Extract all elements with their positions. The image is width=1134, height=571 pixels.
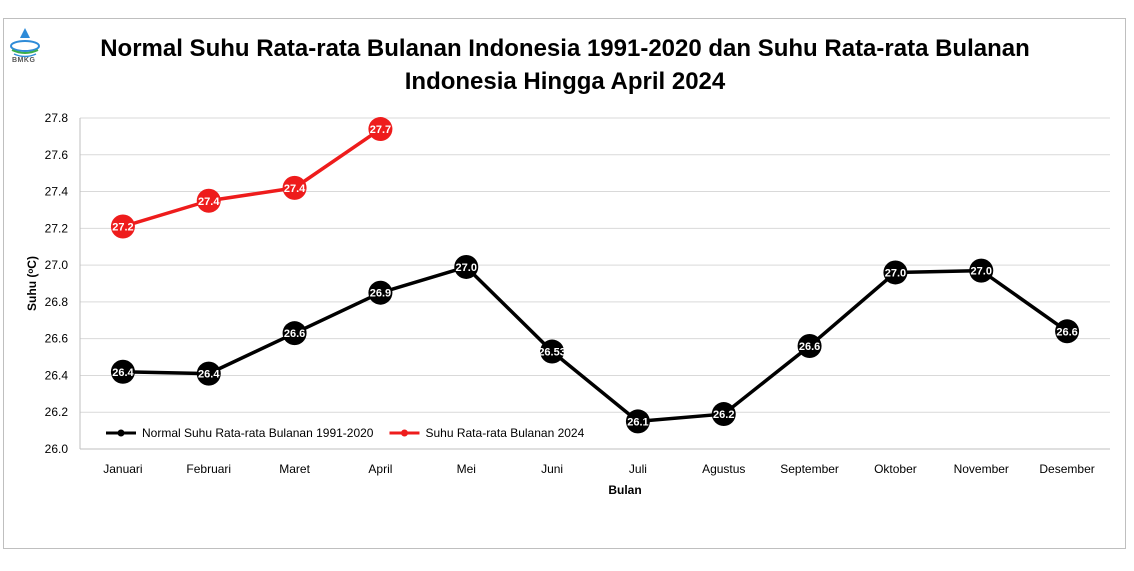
data-point xyxy=(110,214,135,239)
y-tick-label: 26.8 xyxy=(45,295,69,309)
data-label: 27.7 xyxy=(370,124,391,136)
x-tick-label: November xyxy=(954,462,1009,476)
legend-marker-1 xyxy=(400,429,408,437)
x-tick-label: Februari xyxy=(186,462,231,476)
data-label: 26.53 xyxy=(538,347,566,359)
data-point xyxy=(282,175,307,200)
data-label: 26.4 xyxy=(112,367,134,379)
data-point xyxy=(454,254,479,279)
data-point xyxy=(711,402,736,427)
series-line-1 xyxy=(122,127,382,229)
data-label: 27.4 xyxy=(284,183,306,195)
data-point xyxy=(110,359,135,384)
x-tick-label: Agustus xyxy=(702,462,745,476)
data-label: 26.2 xyxy=(713,409,734,421)
x-tick-label: Mei xyxy=(457,462,476,476)
x-tick-label: April xyxy=(368,462,392,476)
legend-marker-0 xyxy=(117,429,125,437)
x-tick-label: Juli xyxy=(629,462,647,476)
data-label: 26.6 xyxy=(799,341,820,353)
y-axis-title: Suhu (ᵒC) xyxy=(25,256,39,311)
data-point xyxy=(797,334,822,359)
chart-title: Normal Suhu Rata-rata Bulanan Indonesia … xyxy=(100,35,1030,95)
y-tick-label: 27.0 xyxy=(45,258,69,272)
data-label: 27.0 xyxy=(885,267,906,279)
y-tick-label: 27.2 xyxy=(45,221,69,235)
data-label: 26.9 xyxy=(370,288,391,300)
data-label: 26.6 xyxy=(1056,326,1077,338)
legend-label-1: Suhu Rata-rata Bulanan 2024 xyxy=(425,426,584,440)
x-tick-label: Maret xyxy=(279,462,310,476)
x-tick-label: Oktober xyxy=(874,462,917,476)
y-tick-label: 26.2 xyxy=(45,405,69,419)
data-label: 27.2 xyxy=(112,221,133,233)
data-label: 26.6 xyxy=(284,328,305,340)
data-point xyxy=(196,361,221,386)
data-point xyxy=(368,280,393,305)
y-tick-label: 27.6 xyxy=(45,148,69,162)
logo-text: BMKG xyxy=(12,57,36,64)
data-label: 27.0 xyxy=(971,266,992,278)
chart-frame xyxy=(3,18,1126,549)
data-point xyxy=(368,117,393,142)
data-point xyxy=(883,260,908,285)
data-label: 26.1 xyxy=(627,416,648,428)
x-tick-label: Juni xyxy=(541,462,563,476)
data-point xyxy=(1055,319,1080,344)
data-point xyxy=(540,339,565,364)
y-tick-label: 27.4 xyxy=(45,185,69,199)
legend-label-0: Normal Suhu Rata-rata Bulanan 1991-2020 xyxy=(142,426,374,440)
y-tick-label: 26.0 xyxy=(45,442,69,456)
x-tick-label: Januari xyxy=(103,462,142,476)
y-tick-label: 27.8 xyxy=(45,111,69,125)
data-point xyxy=(625,409,650,434)
x-tick-label: September xyxy=(780,462,839,476)
bmkg-logo xyxy=(10,28,40,58)
y-tick-label: 26.6 xyxy=(45,332,69,346)
data-label: 26.4 xyxy=(198,369,220,381)
data-label: 27.0 xyxy=(456,262,477,274)
y-tick-label: 26.4 xyxy=(45,368,69,382)
data-label: 27.4 xyxy=(198,196,220,208)
data-point xyxy=(196,188,221,213)
data-point xyxy=(969,258,994,283)
x-tick-label: Desember xyxy=(1039,462,1094,476)
series-line-0 xyxy=(122,265,1069,424)
data-point xyxy=(282,321,307,346)
x-axis-title: Bulan xyxy=(608,483,641,497)
